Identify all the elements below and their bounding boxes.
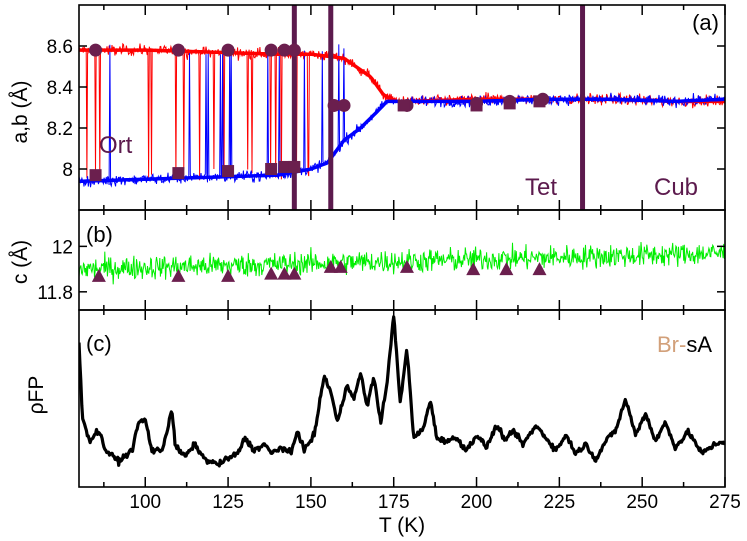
transition-marker-square-3 [533,95,546,108]
a-marker-circle-3 [264,43,278,57]
transition-marker-square-0 [397,99,410,112]
panel-c: 100 125 150 175 200 225 250 275 T (K) (c) ρFP B… [25,309,741,537]
a-marker-circle-4 [277,43,291,57]
panel-c-ylabel-text: ρFP [25,376,48,415]
x-tick-label: 125 [212,492,244,513]
phase-label-cub: Cub [654,174,698,201]
a-marker-circle-2 [221,43,235,57]
x-tick-label: 250 [626,492,658,513]
c-marker-triangle-1 [171,268,186,282]
panel-a-y-ticks: 8 8.2 8.4 8.6 [47,37,725,181]
b-marker-square-3 [265,163,278,175]
b-ytick-label: 12 [52,237,73,258]
a-ytick-label: 8.2 [47,119,73,140]
x-tick-label: 200 [461,492,493,513]
panel-b-plot-area [79,241,725,285]
a-marker-circle-0 [89,43,103,57]
panel-b-ylabel: c (Å) [9,240,32,284]
panel-b-label: (b) [86,222,113,247]
transition-marker-square-2 [503,97,516,110]
legend-label: Br-sA [657,332,712,357]
panel-c-plot-area [79,315,725,468]
c-marker-triangle-6 [323,259,338,273]
a-ytick-label: 8.4 [47,78,74,99]
c-marker-triangle-11 [532,262,547,276]
transition-marker-circle-0 [327,98,341,112]
panel-a-ylabel: a,b (Å) [9,80,32,143]
panel-c-frame [78,309,726,488]
x-tick-label: 175 [378,492,410,513]
legend-label-prefix: Br- [657,332,686,357]
legend-label-suffix: sA [686,332,712,357]
transition-marker-circle-1 [337,98,351,112]
c-marker-triangle-5 [287,266,302,280]
panel-c-label: (c) [86,331,112,356]
panel-a-markers [89,43,550,182]
c-marker-triangle-8 [399,259,414,273]
panel-b: 11.8 12 c (Å) (b) [9,209,726,311]
b-marker-square-1 [172,167,185,180]
a-ytick-label: 8.6 [47,37,73,58]
panel-a-x-ticks [103,5,726,210]
a-ytick-label: 8 [62,160,73,181]
c-marker-triangle-2 [221,268,236,282]
a-marker-circle-1 [171,43,185,57]
x-tick-label: 275 [709,492,741,513]
b-marker-square-4 [278,160,291,173]
x-tick-label: 100 [129,492,161,513]
rho-fp-line [79,315,725,468]
c-marker-triangle-10 [499,262,514,276]
panel-b-y-ticks: 11.8 12 [37,237,725,304]
c-noisy-line [79,241,725,285]
c-marker-triangle-9 [466,262,481,276]
b-marker-square-5 [288,160,301,173]
phase-label-ort: Ort [99,132,133,159]
c-marker-triangle-7 [333,259,348,273]
x-axis-title: T (K) [379,514,425,537]
c-marker-triangle-0 [91,268,106,282]
panel-a-label: (a) [692,10,719,35]
phase-label-tet: Tet [525,174,557,201]
a-marker-circle-5 [287,43,301,57]
b-ytick-label: 11.8 [37,283,73,304]
transition-marker-square-1 [470,99,483,112]
b-marker-square-2 [222,165,235,178]
panel-b-x-ticks [103,210,726,310]
c-marker-triangle-4 [277,266,292,280]
panel-c-x-ticks [103,310,726,487]
b-marker-square-0 [89,169,102,182]
x-tick-labels: 100 125 150 175 200 225 250 275 [129,492,740,513]
x-tick-label: 150 [295,492,327,513]
panel-c-ylabel: ρFP [25,376,48,415]
panel-b-markers [91,259,547,282]
panel-a: 8 8.2 8.4 8.6 a,b (Å) (a) Ort Tet Cub [9,4,726,211]
c-marker-triangle-3 [264,266,279,280]
x-tick-label: 225 [544,492,576,513]
